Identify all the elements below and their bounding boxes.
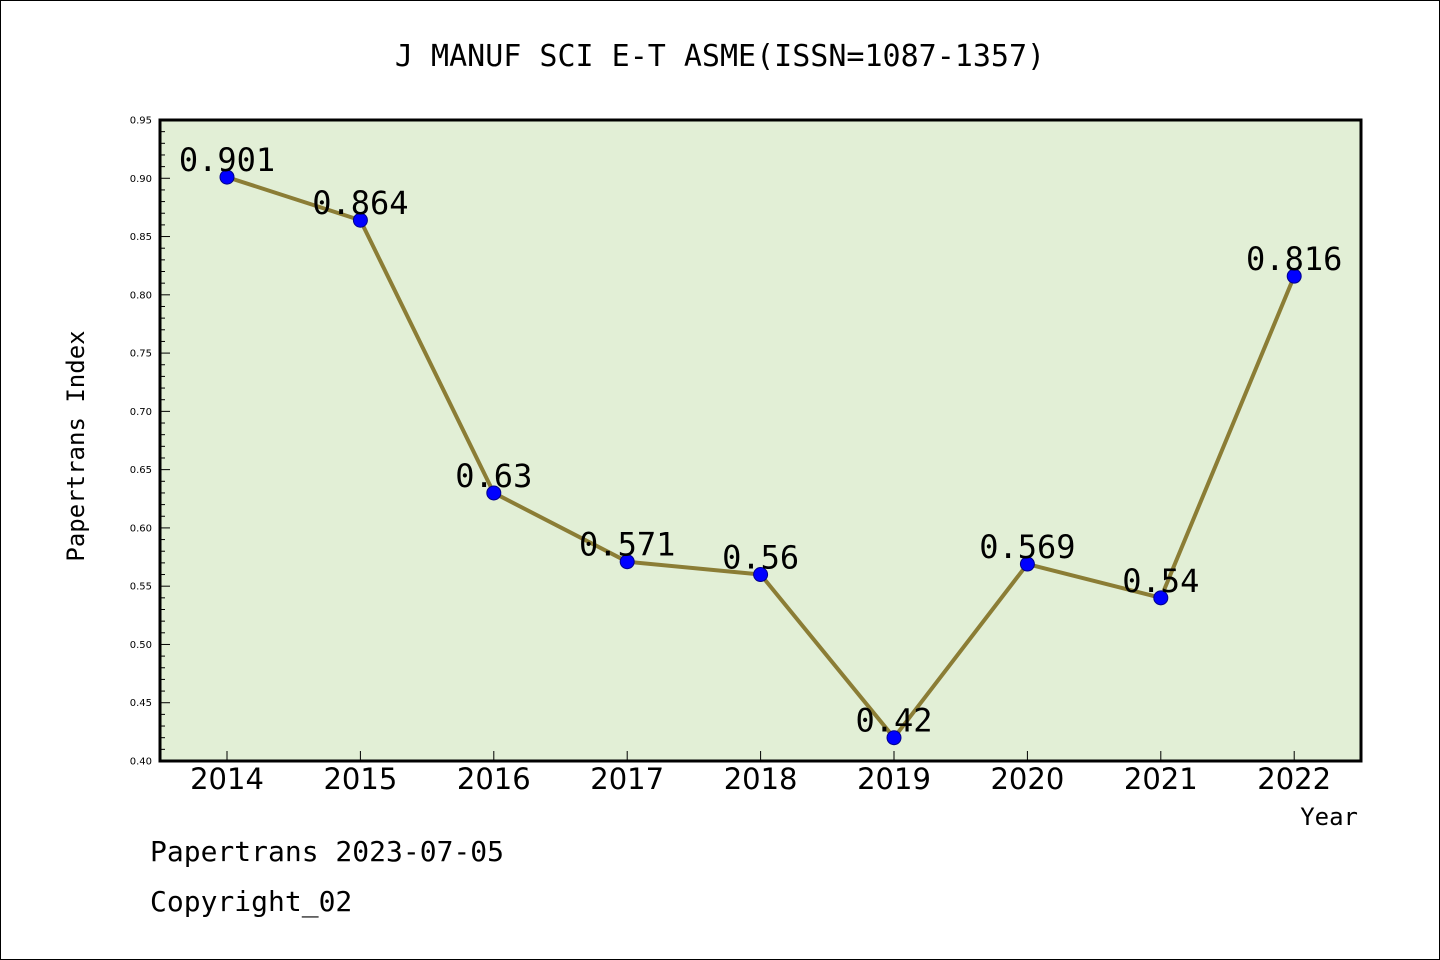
footer-copyright: Copyright_02 — [150, 885, 353, 918]
y-tick-label: 0.55 — [130, 582, 152, 593]
chart-title: J MANUF SCI E-T ASME(ISSN=1087-1357) — [395, 39, 1045, 74]
data-label: 0.569 — [979, 528, 1075, 566]
y-tick-label: 0.80 — [130, 290, 152, 301]
y-tick-label: 0.45 — [130, 698, 152, 709]
data-point — [753, 567, 769, 583]
data-point — [219, 169, 235, 185]
y-tick-label: 0.65 — [130, 465, 152, 476]
y-tick-label: 0.85 — [130, 232, 152, 243]
x-axis-ticks: 2014 2015 2016 2017 2018 2019 2020 2021 2022 — [190, 751, 1331, 796]
data-point — [352, 212, 368, 228]
y-tick-label: 0.40 — [130, 757, 152, 768]
x-tick-label: 2019 — [857, 762, 931, 796]
x-tick-label: 2014 — [190, 762, 264, 796]
data-labels: 0.901 0.864 0.63 0.571 0.56 0.42 0.569 0.54 0.81… — [179, 141, 1343, 740]
data-point — [619, 554, 635, 570]
data-point — [886, 730, 902, 746]
data-point — [486, 485, 502, 501]
data-label: 0.816 — [1246, 240, 1342, 278]
x-tick-label: 2020 — [990, 762, 1064, 796]
data-label: 0.901 — [179, 141, 275, 179]
x-axis-label: Year — [1300, 803, 1358, 831]
y-tick-label: 0.60 — [130, 523, 152, 534]
y-tick-label: 0.90 — [130, 174, 152, 185]
data-label: 0.56 — [722, 539, 799, 577]
data-point — [1286, 268, 1302, 284]
data-label: 0.864 — [312, 184, 408, 222]
x-tick-label: 2016 — [457, 762, 531, 796]
x-tick-label: 2017 — [590, 762, 664, 796]
data-label: 0.63 — [455, 457, 532, 495]
data-label: 0.54 — [1122, 562, 1199, 600]
y-tick-label: 0.50 — [130, 640, 152, 651]
y-tick-label: 0.70 — [130, 407, 152, 418]
y-axis-ticks: 0.40 0.45 0.50 0.55 0.60 0.65 0.70 0.75 0.80 0.85… — [130, 116, 170, 768]
data-point — [1153, 590, 1169, 606]
x-tick-label: 2021 — [1124, 762, 1198, 796]
x-tick-label: 2015 — [323, 762, 397, 796]
y-tick-label: 0.95 — [130, 116, 152, 127]
data-points — [219, 169, 1302, 746]
y-axis-label: Papertrans Index — [62, 330, 90, 561]
data-point — [1019, 556, 1035, 572]
footer-date: Papertrans 2023-07-05 — [150, 835, 505, 868]
data-label: 0.571 — [579, 526, 675, 564]
plot-border — [158, 118, 1363, 763]
data-label: 0.42 — [855, 702, 932, 740]
x-tick-label: 2018 — [724, 762, 798, 796]
y-tick-label: 0.75 — [130, 349, 152, 360]
x-tick-label: 2022 — [1257, 762, 1331, 796]
